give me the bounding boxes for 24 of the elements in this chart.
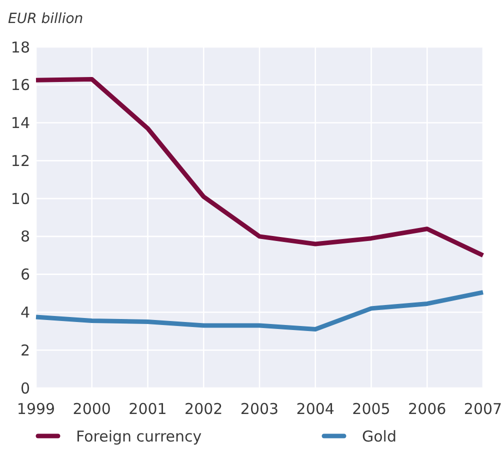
legend-label: Foreign currency xyxy=(76,427,202,446)
legend-label: Gold xyxy=(362,427,396,446)
y-tick-label: 2 xyxy=(20,341,30,360)
y-tick-label: 0 xyxy=(20,379,30,398)
y-tick-label: 10 xyxy=(10,190,30,208)
x-tick-label: 2002 xyxy=(184,400,223,418)
x-tick-label: 2005 xyxy=(352,400,390,418)
y-tick-label: 6 xyxy=(20,266,30,284)
y-tick-label: 18 xyxy=(10,38,30,56)
line-series xyxy=(34,290,486,332)
y-tick-label: 16 xyxy=(10,76,30,94)
y-tick-label: 4 xyxy=(20,303,30,322)
y-tick-label: 12 xyxy=(10,152,30,170)
x-tick-label: 2007 xyxy=(464,400,502,418)
x-tick-label: 1999 xyxy=(16,400,56,418)
x-tick-label: 2003 xyxy=(240,400,279,418)
x-tick-label: 2004 xyxy=(296,400,334,418)
y-axis-title: EUR billion xyxy=(8,11,84,27)
line-series xyxy=(34,76,486,258)
x-tick-label: 2006 xyxy=(408,400,446,418)
x-tick-label: 2000 xyxy=(72,400,111,418)
x-tick-label: 2001 xyxy=(128,400,167,418)
y-tick-label: 8 xyxy=(20,228,30,246)
y-tick-label: 14 xyxy=(10,114,30,132)
